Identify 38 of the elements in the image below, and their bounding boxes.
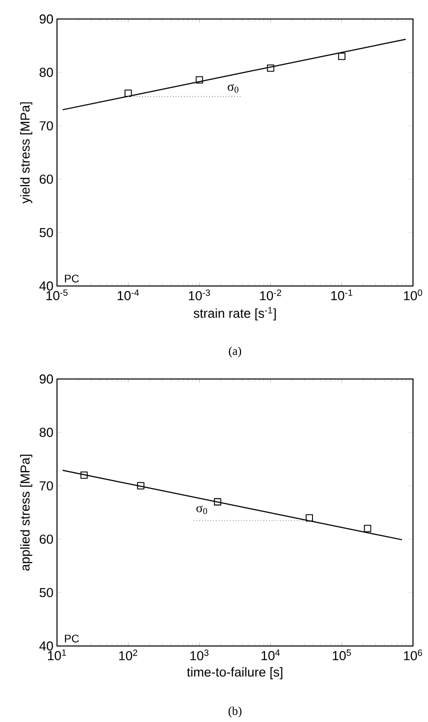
point bbox=[196, 76, 204, 84]
annotation: σ$_{0}$ bbox=[196, 506, 208, 514]
x-axis-title: strain rate [s$^{-1}$] bbox=[194, 307, 276, 320]
x-tick-label: 10$^{3}$ bbox=[190, 650, 208, 660]
y-tick-label: 40 bbox=[39, 281, 53, 291]
y-tick-label: 90 bbox=[40, 374, 53, 384]
point bbox=[338, 52, 346, 60]
y-tick-label: 60 bbox=[40, 534, 53, 544]
x-tick-label: 10$^{-1}$ bbox=[331, 290, 352, 300]
point bbox=[124, 90, 132, 97]
point bbox=[266, 64, 274, 72]
y-tick-label: 40 bbox=[39, 641, 53, 651]
x-axis-title: time-to-failure [s] bbox=[186, 667, 282, 680]
y-tick-label: 50 bbox=[40, 228, 53, 238]
text: (b) bbox=[228, 706, 242, 718]
y-tick-label: 50 bbox=[40, 588, 53, 598]
x-tick-label: 10$^{2}$ bbox=[119, 650, 138, 660]
annotation: PC bbox=[64, 634, 79, 642]
y-axis-title: applied stress [MPa] bbox=[20, 454, 32, 571]
y-tick-label: 80 bbox=[40, 428, 53, 437]
x-tick-label: 10$^{6}$ bbox=[404, 650, 422, 660]
annotation: PC bbox=[64, 274, 79, 282]
y-tick-label: 90 bbox=[40, 14, 53, 24]
y-tick-label: 70 bbox=[40, 121, 53, 130]
x-tick-label: 10$^{-2}$ bbox=[260, 290, 282, 300]
y-tick-label: 70 bbox=[40, 481, 53, 490]
x-tick-label: 10$^{-4}$ bbox=[118, 290, 139, 300]
x-tick-label: 10$^{-5}$ bbox=[46, 290, 68, 300]
y-tick-label: 60 bbox=[40, 174, 53, 184]
x-tick-label: 10$^{1}$ bbox=[48, 650, 66, 660]
annotation: σ$_{0}$ bbox=[228, 84, 238, 93]
text: (a) bbox=[228, 346, 242, 358]
x-tick-label: 10$^{-3}$ bbox=[188, 290, 210, 300]
y-tick-label: 80 bbox=[40, 68, 53, 77]
x-tick-label: 10$^{0}$ bbox=[404, 290, 422, 300]
x-tick-label: 10$^{5}$ bbox=[332, 650, 351, 660]
x-tick-label: 10$^{4}$ bbox=[262, 650, 280, 660]
y-axis-title: yield stress [MPa] bbox=[20, 102, 32, 204]
